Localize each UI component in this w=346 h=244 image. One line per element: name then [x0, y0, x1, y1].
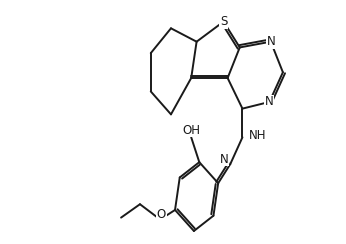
Text: N: N: [266, 35, 275, 48]
Text: OH: OH: [182, 124, 200, 137]
Text: N: N: [220, 153, 229, 166]
Text: N: N: [265, 95, 274, 108]
Text: O: O: [157, 208, 166, 221]
Text: NH: NH: [249, 129, 266, 142]
Text: S: S: [220, 15, 227, 28]
